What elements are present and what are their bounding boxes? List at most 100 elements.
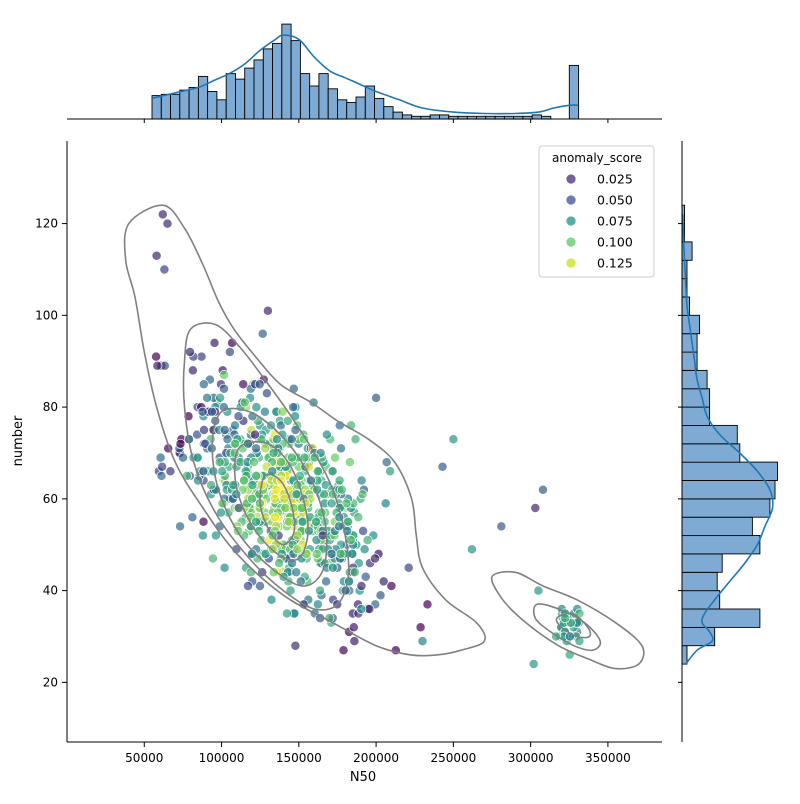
scatter-point [417, 636, 428, 647]
scatter-point [533, 585, 544, 596]
scatter-point [151, 351, 162, 362]
scatter-point [318, 489, 329, 500]
y-tick-label: 60 [43, 492, 58, 506]
scatter-point [152, 360, 163, 371]
top-hist-bar [160, 93, 172, 120]
scatter-point [207, 553, 218, 564]
right-marginal-histogram [678, 141, 778, 742]
right-hist-bar [681, 645, 688, 665]
right-hist-bar [681, 333, 698, 353]
y-tick-label: 120 [35, 217, 58, 231]
scatter-point [224, 347, 235, 357]
scatter-point [326, 548, 337, 559]
scatter-point [275, 420, 286, 431]
scatter-point [251, 402, 262, 413]
top-hist-bar [244, 67, 255, 120]
legend-marker [565, 194, 577, 206]
scatter-point [299, 452, 310, 463]
scatter-point [187, 365, 198, 376]
top-hist-bar [309, 85, 320, 120]
scatter-point [239, 475, 250, 486]
top-hist-bar [346, 102, 357, 120]
scatter-point [157, 461, 168, 472]
scatter-point [198, 516, 209, 527]
top-hist-bar [281, 23, 292, 120]
scatter-point [348, 622, 359, 633]
scatter-point [165, 466, 176, 477]
scatter-point [466, 544, 477, 555]
top-hist-bar [392, 111, 403, 120]
scatter-point [198, 466, 209, 477]
scatter-point [528, 659, 539, 669]
scatter-point [327, 562, 338, 573]
x-tick-label: 50000 [125, 751, 163, 765]
legend-marker [565, 236, 577, 248]
top-hist-bar [216, 99, 227, 120]
scatter-point [210, 530, 221, 541]
scatter-point [238, 379, 249, 390]
scatter-point [279, 493, 290, 504]
scatter-point [202, 392, 213, 403]
kde-contour [259, 473, 296, 546]
scatter-point [260, 548, 271, 559]
top-hist-bar [439, 114, 450, 120]
scatter-point [385, 466, 396, 477]
scatter-point [261, 388, 272, 399]
scatter-point [222, 434, 233, 445]
scatter-point [415, 622, 426, 633]
top-hist-bar [299, 73, 311, 120]
scatter-point [247, 480, 258, 491]
scatter-point [356, 475, 367, 486]
scatter-point [250, 429, 260, 440]
top-hist-bar [401, 114, 413, 120]
scatter-point [347, 548, 358, 559]
scatter-point [175, 521, 186, 532]
scatter-point [251, 443, 262, 454]
scatter-point [206, 480, 217, 491]
scatter-point [282, 608, 292, 619]
top-hist-bar [355, 96, 366, 120]
scatter-point [266, 594, 277, 605]
scatter-point [270, 512, 280, 523]
scatter-point [214, 457, 225, 468]
scatter-point [375, 590, 386, 601]
top-hist-bar [235, 78, 246, 120]
scatter-point [219, 370, 230, 380]
scatter-point [538, 484, 548, 495]
x-axis-label: N50 [350, 770, 376, 785]
scatter-point [356, 581, 367, 591]
scatter-point [257, 328, 268, 339]
scatter-point [349, 636, 360, 647]
scatter-point [159, 264, 170, 275]
top-hist-bar [290, 40, 301, 120]
x-tick-label: 300000 [508, 751, 554, 765]
top-marginal-histogram [67, 23, 662, 123]
scatter-point [206, 406, 217, 417]
scatter-point [371, 392, 382, 403]
legend-marker [565, 173, 577, 185]
top-hist-bar [262, 48, 274, 120]
scatter-point [380, 498, 391, 509]
scatter-point [185, 347, 195, 357]
kde-contour [211, 407, 328, 587]
scatter-point [357, 489, 368, 500]
top-hist-bar [272, 42, 283, 120]
scatter-point [378, 576, 389, 587]
scatter-point [358, 526, 369, 536]
scatter-point [260, 443, 271, 454]
scatter-point [297, 516, 308, 527]
scatter-point [403, 562, 414, 573]
scatter-point [230, 438, 240, 449]
top-hist-bar [429, 114, 440, 120]
scatter-point [311, 516, 322, 527]
scatter-point [243, 581, 253, 591]
y-tick-label: 80 [43, 400, 58, 414]
scatter-point [254, 379, 265, 390]
scatter-point [268, 567, 279, 578]
kde-contour [123, 204, 486, 657]
kde-contour [182, 322, 350, 611]
scatter-point [321, 429, 332, 440]
top-hist-bar [318, 73, 329, 120]
scatter-point [344, 576, 354, 587]
